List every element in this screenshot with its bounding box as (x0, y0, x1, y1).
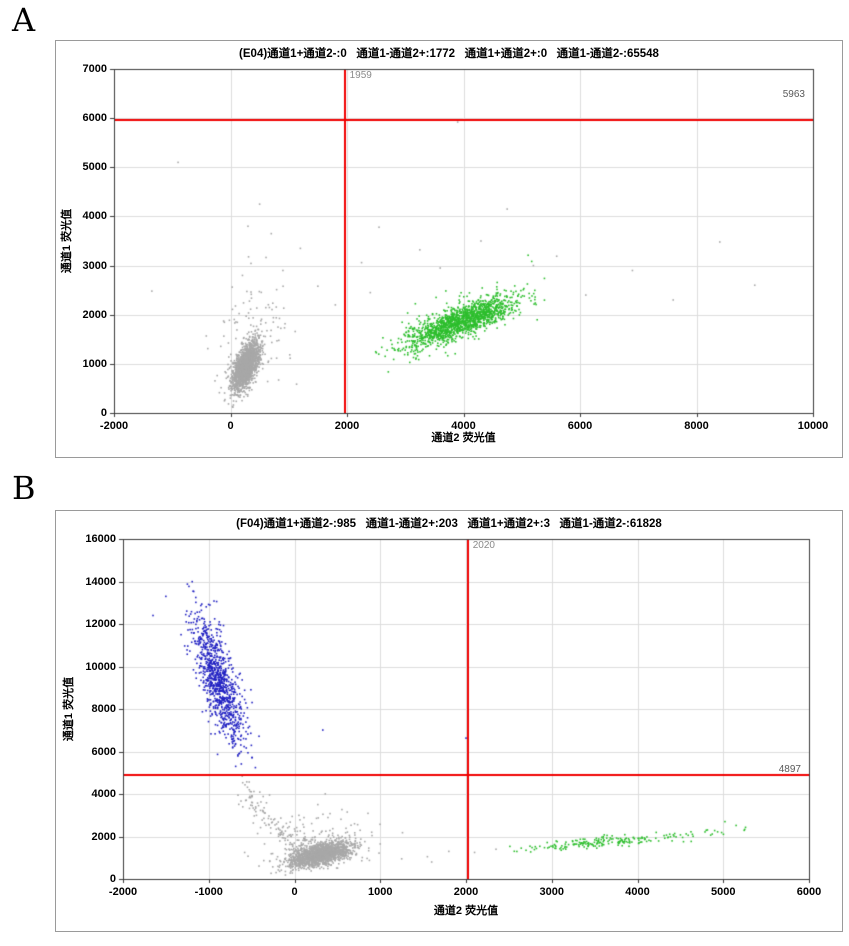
y-tick-label: 16000 (85, 533, 116, 545)
y-tick-label: 7000 (82, 63, 107, 75)
x-tick-label: 2000 (334, 420, 360, 432)
scatter-plot-e04: (E04)通道1+通道2-:0 通道1-通道2+:1772 通道1+通道2+:0… (55, 40, 844, 459)
x-threshold-label: 2020 (472, 540, 495, 551)
x-tick-label: 8000 (684, 420, 709, 432)
y-tick-label: 8000 (91, 703, 116, 715)
x-tick-label: 0 (227, 420, 234, 432)
x-tick-label: 2000 (453, 886, 479, 898)
panel-label-b: B (12, 469, 36, 507)
y-tick-label: 4000 (82, 210, 107, 223)
y-tick-label: 6000 (82, 112, 107, 125)
y-tick-label: 10000 (85, 660, 116, 673)
x-tick-label: 4000 (625, 886, 650, 898)
chart-title: (F04)通道1+通道2-:985 通道1-通道2+:203 通道1+通道2+:… (236, 518, 662, 530)
y-tick-label: 14000 (85, 575, 116, 588)
x-tick-label: 3000 (539, 886, 564, 898)
y-tick-label: 0 (109, 873, 116, 885)
x-threshold-label: 1959 (349, 70, 372, 81)
y-tick-label: 5000 (82, 161, 107, 174)
x-tick-label: 0 (291, 886, 298, 898)
x-axis-label: 通道2 荧光值 (433, 905, 499, 917)
x-tick-label: 1000 (368, 886, 393, 898)
x-tick-label: 10000 (797, 420, 829, 432)
y-tick-label: 4000 (91, 788, 116, 800)
panel-label-a: A (12, 1, 36, 39)
chart-title: (E04)通道1+通道2-:0 通道1-通道2+:1772 通道1+通道2+:0… (239, 48, 659, 60)
x-axis-label: 通道2 荧光值 (431, 432, 496, 444)
scatter-plot-f04: (F04)通道1+通道2-:985 通道1-通道2+:203 通道1+通道2+:… (55, 510, 844, 933)
scatter-canvas-e04 (56, 41, 844, 459)
y-threshold-label: 4897 (778, 763, 801, 775)
scatter-canvas-f04 (56, 511, 844, 933)
y-tick-label: 1000 (82, 357, 107, 370)
x-tick-label: 6000 (796, 886, 822, 898)
x-tick-label: -1000 (194, 886, 223, 898)
y-tick-label: 12000 (85, 618, 116, 630)
y-tick-label: 3000 (82, 259, 107, 272)
x-tick-label: -2000 (108, 886, 138, 898)
x-tick-label: 4000 (451, 420, 476, 432)
y-tick-label: 2000 (82, 308, 107, 321)
x-tick-label: 5000 (711, 886, 736, 898)
x-tick-label: -2000 (99, 420, 129, 432)
y-tick-label: 0 (100, 407, 107, 419)
y-tick-label: 6000 (91, 745, 116, 758)
y-threshold-label: 5963 (782, 88, 805, 100)
x-tick-label: 6000 (567, 420, 593, 432)
y-tick-label: 2000 (91, 830, 116, 843)
